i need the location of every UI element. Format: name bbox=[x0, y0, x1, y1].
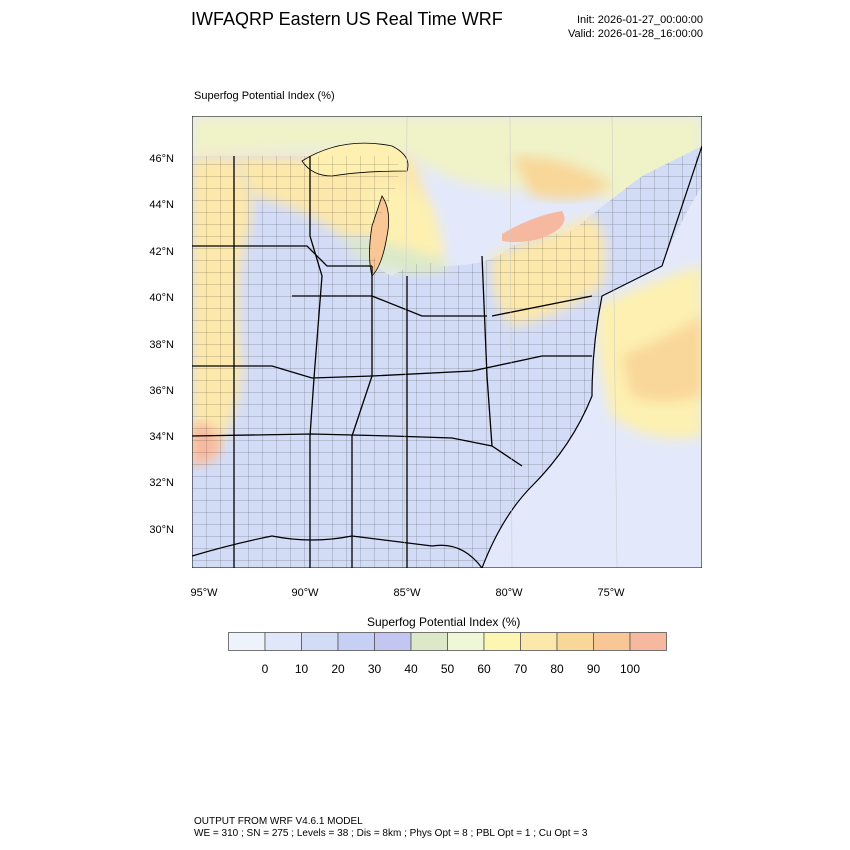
colorbar-swatch bbox=[228, 632, 266, 651]
map-field-label: Superfog Potential Index (%) bbox=[194, 90, 335, 102]
lon-tick-label: 95°W bbox=[190, 587, 218, 599]
lon-tick-label: 90°W bbox=[291, 587, 319, 599]
colorbar bbox=[228, 632, 667, 651]
lat-tick-label: 32°N bbox=[149, 477, 174, 489]
lon-tick-label: 75°W bbox=[597, 587, 625, 599]
coastline bbox=[191, 535, 483, 569]
colorbar-swatch bbox=[337, 632, 375, 651]
plot-title: IWFAQRP Eastern US Real Time WRF bbox=[191, 9, 503, 29]
lat-tick-label: 30°N bbox=[149, 524, 174, 536]
colorbar-swatch bbox=[374, 632, 412, 651]
lon-tick-label: 85°W bbox=[393, 587, 421, 599]
colorbar-swatch bbox=[264, 632, 302, 651]
footer-line-1: OUTPUT FROM WRF V4.6.1 MODEL bbox=[194, 816, 363, 827]
colorbar-swatch bbox=[629, 632, 667, 651]
init-time: Init: 2026-01-27_00:00:00 bbox=[577, 14, 703, 26]
colorbar-swatch bbox=[301, 632, 339, 651]
colorbar-tick-label: 100 bbox=[619, 662, 641, 676]
colorbar-swatch bbox=[556, 632, 594, 651]
colorbar-tick-label: 0 bbox=[261, 662, 269, 676]
canada-orange bbox=[512, 156, 612, 200]
graticule bbox=[403, 115, 618, 569]
lat-tick-label: 44°N bbox=[149, 199, 174, 211]
state-boundaries bbox=[191, 156, 593, 568]
colorbar-swatch bbox=[410, 632, 448, 651]
map-panel bbox=[191, 115, 703, 569]
lat-tick-label: 38°N bbox=[149, 339, 174, 351]
lat-tick-label: 34°N bbox=[149, 431, 174, 443]
lat-tick-label: 42°N bbox=[149, 246, 174, 258]
colorbar-tick-label: 70 bbox=[513, 662, 528, 676]
colorbar-swatch bbox=[483, 632, 521, 651]
colorbar-swatch bbox=[520, 632, 558, 651]
colorbar-tick-label: 50 bbox=[440, 662, 455, 676]
colorbar-tick-label: 60 bbox=[477, 662, 491, 676]
lat-tick-label: 36°N bbox=[149, 385, 174, 397]
footer-line-2: WE = 310 ; SN = 275 ; Levels = 38 ; Dis … bbox=[194, 828, 588, 839]
colorbar-tick-label: 80 bbox=[550, 662, 564, 676]
colorbar-title: Superfog Potential Index (%) bbox=[367, 615, 521, 629]
lake-ontario-max bbox=[502, 211, 565, 242]
colorbar-swatch bbox=[447, 632, 485, 651]
colorbar-tick-label: 90 bbox=[586, 662, 601, 676]
map-svg bbox=[191, 115, 703, 569]
atlantic-orange-zone bbox=[622, 316, 702, 401]
colorbar-tick-label: 20 bbox=[331, 662, 345, 676]
lat-tick-label: 46°N bbox=[149, 153, 174, 165]
run-times: Init: 2026-01-27_00:00:00 Valid: 2026-01… bbox=[568, 13, 703, 41]
valid-time: Valid: 2026-01-28_16:00:00 bbox=[568, 28, 703, 40]
model-footer: OUTPUT FROM WRF V4.6.1 MODEL WE = 310 ; … bbox=[194, 816, 587, 840]
colorbar-tick-label: 40 bbox=[404, 662, 418, 676]
colorbar-tick-label: 30 bbox=[367, 662, 382, 676]
lon-tick-label: 80°W bbox=[495, 587, 523, 599]
east-coastline bbox=[481, 145, 703, 569]
colorbar-swatch bbox=[593, 632, 631, 651]
colorbar-tick-label: 10 bbox=[294, 662, 309, 676]
lat-tick-label: 40°N bbox=[149, 292, 174, 304]
